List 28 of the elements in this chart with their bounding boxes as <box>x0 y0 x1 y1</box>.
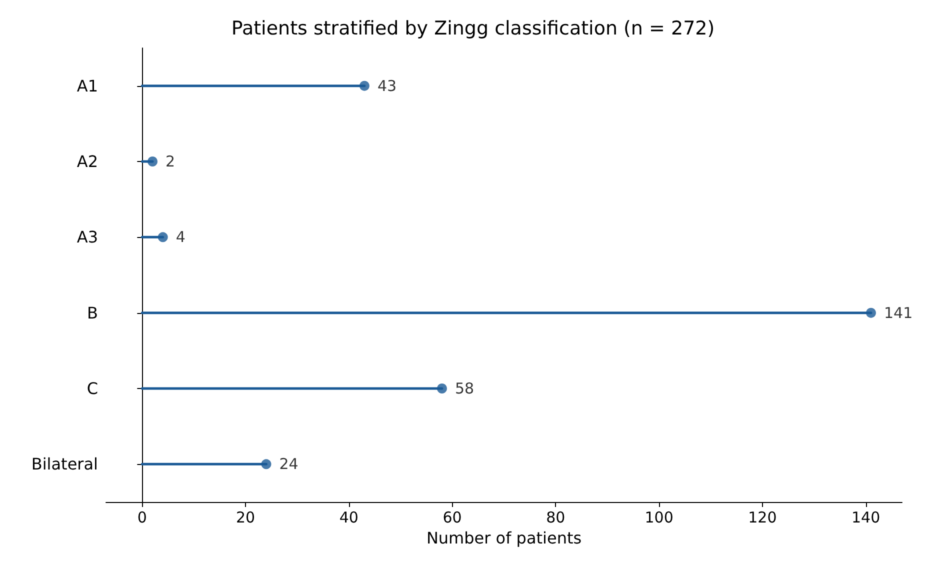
x-tick-label: 140 <box>852 508 880 526</box>
chart-title: Patients stratified by Zingg classification (n = 272) <box>231 18 715 40</box>
x-tick-label: 100 <box>644 508 674 526</box>
y-tick-label: Bilateral <box>31 454 98 474</box>
y-tick-label: A2 <box>76 152 98 171</box>
x-axis-title: Number of patients <box>426 528 582 548</box>
y-tick-label: C <box>86 379 98 398</box>
x-tick-label: 20 <box>236 508 256 526</box>
point <box>261 459 272 470</box>
point <box>866 308 876 318</box>
x-tick-label: 60 <box>442 508 462 526</box>
x-tick-label: 120 <box>748 508 777 526</box>
point <box>148 156 158 166</box>
y-tick-label: B <box>87 303 98 322</box>
data-label: 141 <box>884 304 913 322</box>
data-label: 4 <box>176 228 186 246</box>
data-label: 2 <box>166 152 176 170</box>
x-tick-label: 40 <box>339 508 358 526</box>
x-tick-label: 0 <box>137 508 147 526</box>
x-tick-label: 80 <box>546 508 566 526</box>
point <box>436 384 447 394</box>
data-label: 24 <box>279 455 298 474</box>
point <box>359 80 370 91</box>
point <box>158 232 168 242</box>
data-label: 43 <box>377 76 397 95</box>
y-tick-label: A1 <box>76 76 98 96</box>
y-tick-label: A3 <box>76 228 98 247</box>
data-label: 58 <box>454 380 474 398</box>
